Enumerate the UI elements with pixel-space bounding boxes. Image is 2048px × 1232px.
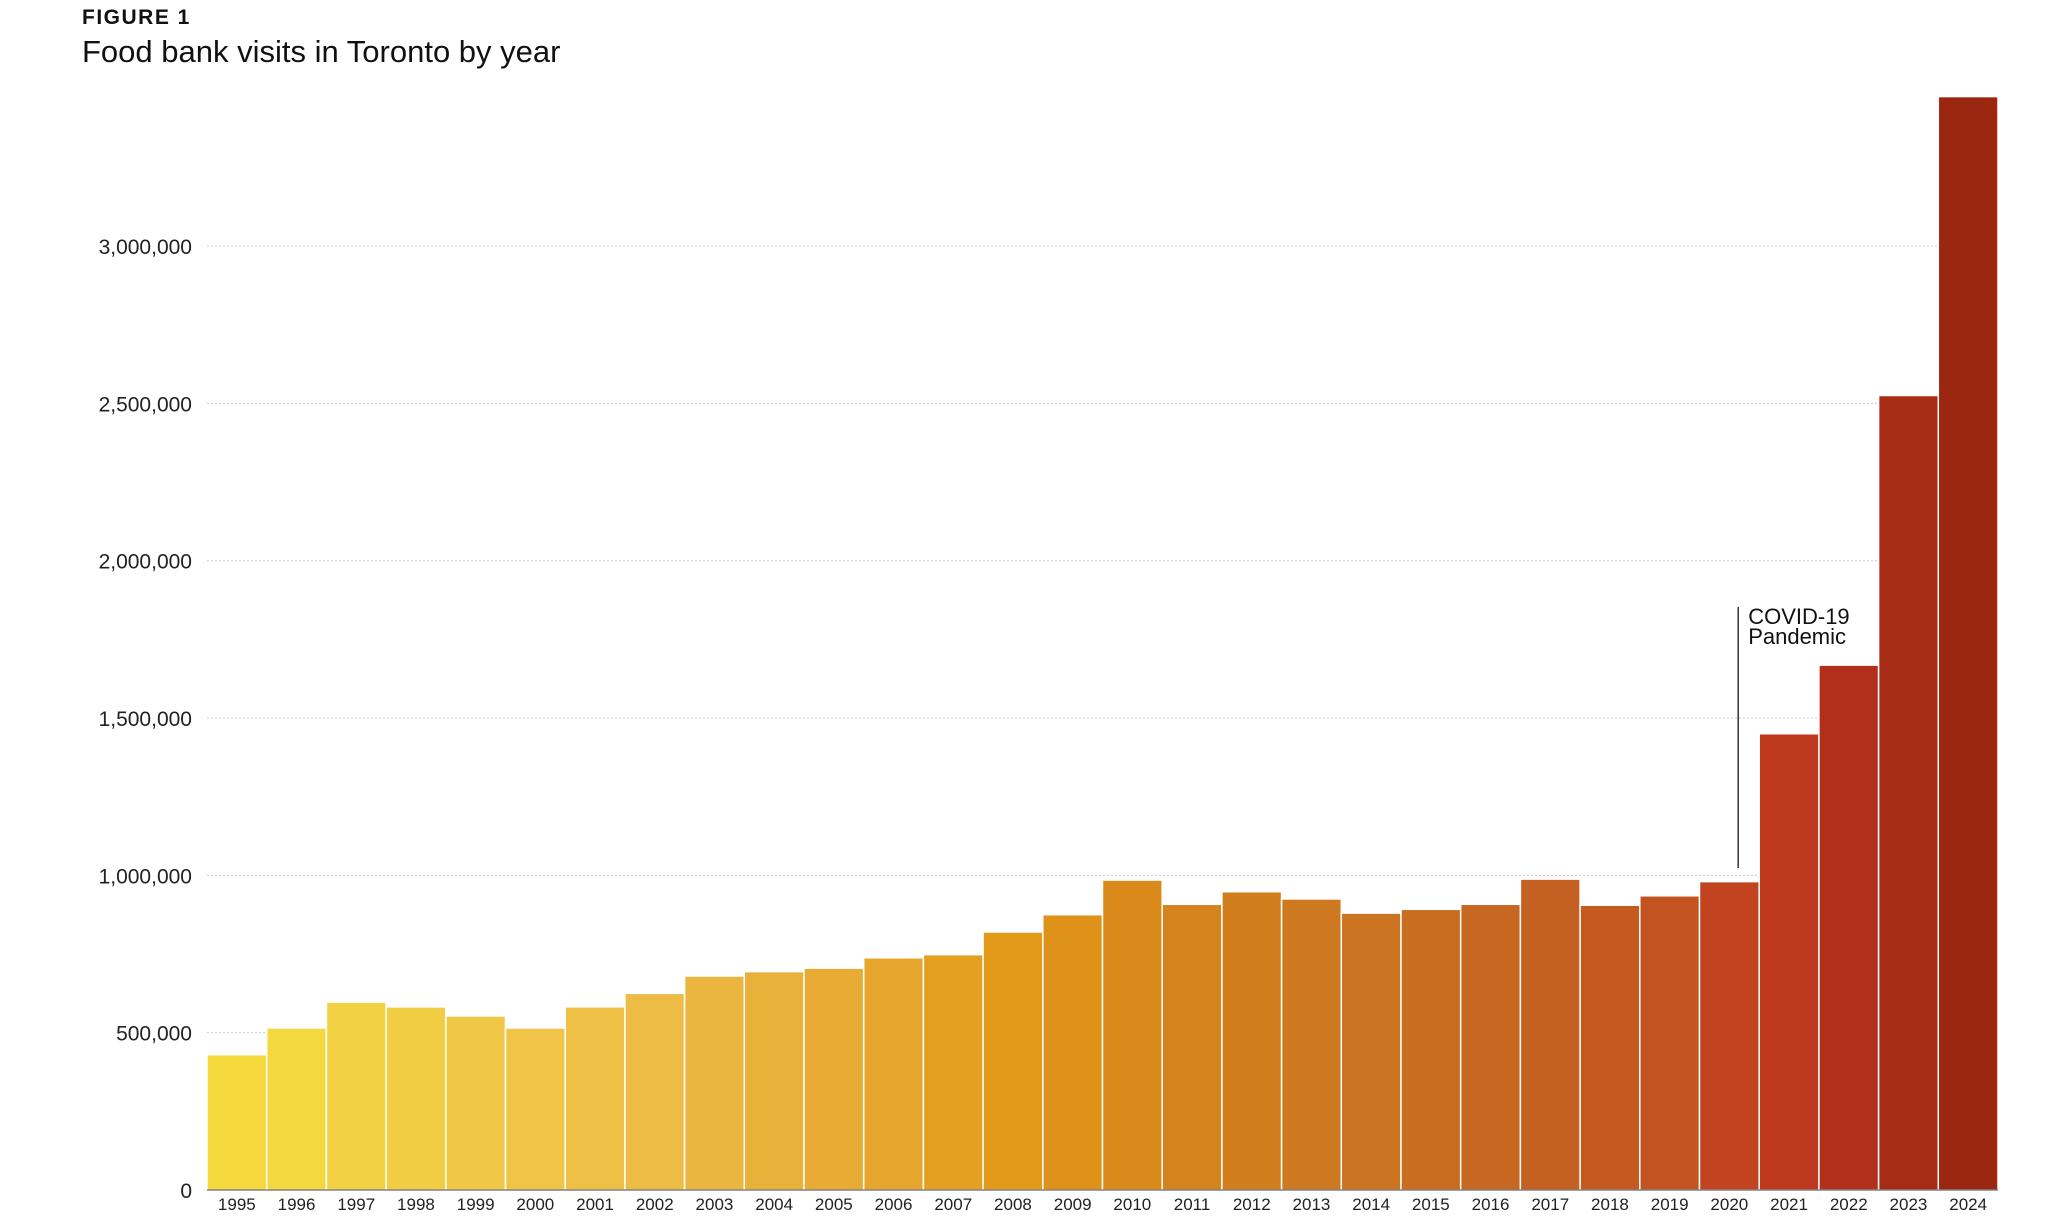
y-tick-label: 0 (180, 1180, 192, 1203)
bar-2018 (1579, 904, 1641, 1191)
x-tick-label: 2017 (1531, 1195, 1569, 1214)
bar-2000 (504, 1027, 566, 1191)
x-tick-label: 2008 (994, 1195, 1032, 1214)
x-tick-label: 2009 (1054, 1195, 1092, 1214)
bar-2008 (982, 931, 1044, 1191)
bar-2011 (1161, 903, 1223, 1191)
x-tick-label: 2018 (1591, 1195, 1629, 1214)
bar-2019 (1639, 895, 1701, 1191)
x-tick-label: 2000 (516, 1195, 554, 1214)
bar-2020 (1698, 880, 1760, 1191)
y-tick-label: 500,000 (116, 1023, 192, 1046)
bar-2015 (1400, 908, 1462, 1191)
x-tick-label: 2016 (1472, 1195, 1510, 1214)
bar-1997 (325, 1001, 387, 1191)
chart-title: Food bank visits in Toronto by year (82, 34, 561, 69)
x-tick-label: 1998 (397, 1195, 435, 1214)
x-tick-label: 2007 (934, 1195, 972, 1214)
y-tick-label: 1,500,000 (99, 708, 192, 731)
x-tick-label: 2006 (875, 1195, 913, 1214)
x-tick-label: 2001 (576, 1195, 614, 1214)
bar-2013 (1280, 898, 1343, 1191)
x-tick-label: 2023 (1890, 1195, 1928, 1214)
bar-1996 (265, 1027, 328, 1191)
bar-2001 (564, 1006, 626, 1191)
bar-2009 (1042, 913, 1104, 1191)
bar-1998 (385, 1006, 447, 1191)
x-tick-label: 2015 (1412, 1195, 1450, 1214)
bar-2022 (1818, 664, 1880, 1191)
y-axis-ticks: 0 500,000 1,000,000 1,500,000 2,000,000 2,500… (99, 236, 192, 1203)
bar-2005 (803, 967, 865, 1191)
bar-1995 (206, 1053, 268, 1191)
y-tick-label: 1,000,000 (99, 865, 192, 888)
x-tick-label: 2002 (636, 1195, 674, 1214)
annotation-text-line1: COVID-19 (1748, 604, 1849, 629)
bar-2007 (922, 953, 984, 1191)
bar-2002 (624, 992, 686, 1191)
bar-2004 (743, 970, 805, 1191)
y-tick-label: 2,000,000 (99, 551, 192, 574)
x-axis-ticks: 1995 1996 1997 1998 1999 2000 2001 2002 2003 2004… (218, 1195, 1987, 1214)
x-tick-label: 1996 (278, 1195, 316, 1214)
x-tick-label: 2012 (1233, 1195, 1271, 1214)
bar-2023 (1877, 394, 1940, 1191)
x-tick-label: 2020 (1710, 1195, 1748, 1214)
bar-2024 (1937, 95, 1999, 1191)
x-tick-label: 1999 (457, 1195, 495, 1214)
x-tick-label: 2004 (755, 1195, 793, 1214)
x-tick-label: 2013 (1293, 1195, 1331, 1214)
annotation-text-line2: Pandemic (1748, 624, 1846, 649)
bars (206, 95, 1999, 1191)
bar-2010 (1101, 879, 1163, 1191)
x-tick-label: 2003 (696, 1195, 734, 1214)
bar-2006 (862, 957, 925, 1191)
y-tick-label: 2,500,000 (99, 393, 192, 416)
bar-2016 (1459, 903, 1522, 1191)
figure-label: FIGURE 1 (82, 6, 191, 29)
x-tick-label: 2024 (1949, 1195, 1987, 1214)
x-tick-label: 1997 (337, 1195, 375, 1214)
x-tick-label: 2021 (1770, 1195, 1808, 1214)
y-tick-label: 3,000,000 (99, 236, 192, 259)
x-tick-label: 2011 (1174, 1195, 1211, 1214)
x-tick-label: 2019 (1651, 1195, 1689, 1214)
x-tick-label: 2005 (815, 1195, 853, 1214)
x-tick-label: 2022 (1830, 1195, 1868, 1214)
bar-2017 (1519, 878, 1581, 1191)
covid-annotation: COVID-19 Pandemic (1737, 604, 1850, 868)
bar-2003 (683, 975, 746, 1191)
x-tick-label: 1995 (218, 1195, 256, 1214)
x-tick-label: 2010 (1113, 1195, 1151, 1214)
bar-2014 (1340, 912, 1402, 1191)
bar-2021 (1758, 733, 1820, 1191)
x-tick-label: 2014 (1352, 1195, 1390, 1214)
bar-2012 (1221, 890, 1283, 1191)
bar-1999 (445, 1015, 507, 1191)
